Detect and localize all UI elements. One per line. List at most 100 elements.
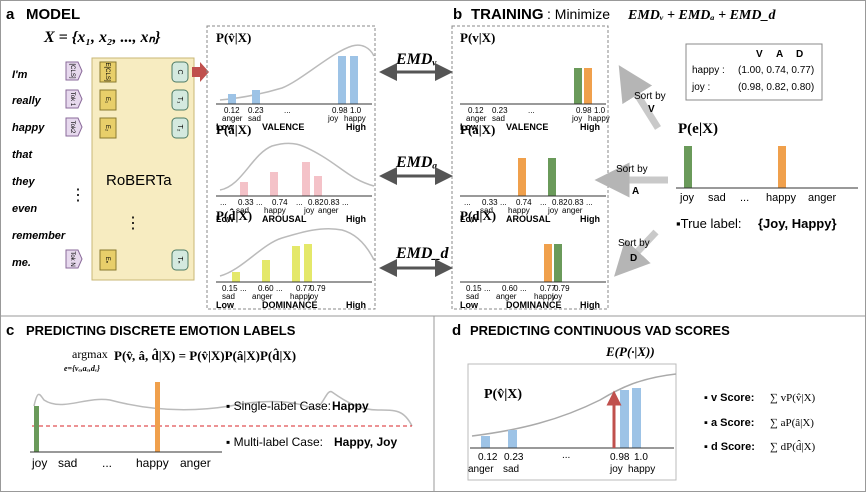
distribution-title: P(v|X): [460, 30, 495, 45]
true-label-prefix: ▪True label:: [676, 216, 742, 231]
pe-bar-happy: [778, 146, 786, 188]
model-dots: ⋮: [125, 215, 141, 232]
pe-category: happy: [766, 192, 796, 204]
axis-high-label: High: [580, 214, 600, 224]
axis-value: 0.12: [468, 106, 484, 115]
joint-category: ...: [102, 456, 112, 470]
joint-category: joy: [31, 456, 47, 470]
axis-category: happy: [344, 114, 366, 123]
multi-label-case-value: Happy, Joy: [334, 435, 397, 449]
axis-low-label: Low: [460, 300, 479, 310]
svg-text:Tok N: Tok N: [69, 251, 75, 266]
axis-category: joy: [571, 114, 582, 123]
axis-category: anger: [466, 114, 487, 123]
axis-category: joy: [307, 292, 318, 301]
input-set-equation: X = {x₁, x₂, ..., xₙ}: [43, 29, 161, 46]
axis-value: 0.15: [222, 284, 238, 293]
vad-row-label: joy :: [691, 82, 710, 93]
axis-category: happy: [264, 206, 286, 215]
predicted-distributions-box: [206, 25, 376, 310]
output-token: T₁: [171, 89, 189, 111]
embedding-tokens: E[CLS] E₁ E₂ Eₙ: [99, 61, 117, 271]
axis-low-label: Low: [460, 122, 479, 132]
axis-value: 0.79: [554, 284, 570, 293]
distribution-bar: [554, 244, 562, 282]
axis-category: anger: [222, 114, 243, 123]
axis-category: sad: [236, 206, 249, 215]
distribution-bar: [314, 176, 322, 196]
model-name: RoBERTa: [106, 172, 172, 189]
sort-by-v-arrow: Sort by V: [618, 65, 666, 130]
input-token: Tok 1: [65, 89, 83, 109]
distribution-bar: [232, 272, 240, 282]
vad-header-a: A: [776, 49, 783, 60]
svg-text:E[CLS]: E[CLS]: [104, 62, 110, 81]
axis-value: ...: [276, 284, 283, 293]
panel-d-title: PREDICTING CONTINUOUS VAD SCORES: [470, 323, 730, 338]
sort-by-a-arrow: Sort by A: [594, 162, 668, 198]
a-score-label: ▪ a Score:: [704, 417, 754, 429]
axis-value: ...: [528, 106, 535, 115]
vad-row-label: happy :: [692, 65, 725, 76]
vad-row-values: (1.00, 0.74, 0.77): [738, 65, 814, 76]
panel-a-title: MODEL: [26, 6, 80, 23]
joint-category: anger: [180, 456, 211, 470]
axis-value: ...: [520, 284, 527, 293]
emd-dominance: EMD_d: [379, 245, 453, 277]
axis-title: DOMINANCE: [262, 300, 318, 310]
input-dots: ⋮: [70, 187, 86, 204]
axis-title: VALENCE: [506, 122, 548, 132]
input-token: [CLS]: [65, 61, 83, 81]
axis-value: 0.82: [308, 198, 324, 207]
axis-value: 0.60: [258, 284, 274, 293]
single-label-case-prefix: ▪ Single-label Case:: [226, 399, 331, 413]
distribution-title: P(v̂|X): [216, 30, 251, 45]
input-token: Tok2: [65, 117, 83, 137]
distribution-bar: [350, 56, 358, 104]
vad-score-chart: [470, 373, 677, 449]
input-token: Tok N: [65, 249, 83, 269]
argmax-subscript: e={vₑ,aₑ,dₑ}: [64, 364, 100, 373]
axis-value: 0.15: [466, 284, 482, 293]
svg-text:Tₙ: Tₙ: [176, 256, 183, 263]
vad-bar-happy: [632, 388, 641, 448]
vad-bar-joy: [620, 390, 629, 448]
target-arousal-distribution: P(a|X)... 0.33... 0.74... 0.82 0.83 ...sad hap…: [460, 122, 606, 224]
v-score-label: ▪ v Score:: [704, 392, 754, 404]
panel-c-title: PREDICTING DISCRETE EMOTION LABELS: [26, 323, 296, 338]
joint-distribution-chart: [30, 382, 413, 453]
panel-d-letter: d: [452, 322, 461, 339]
axis-title: AROUSAL: [262, 214, 307, 224]
joint-category: happy: [136, 456, 169, 470]
axis-high-label: High: [346, 300, 366, 310]
vad-axis-category: anger: [468, 464, 494, 475]
axis-category: joy: [303, 206, 314, 215]
vad-axis-value: 1.0: [634, 452, 648, 463]
axis-category: happy: [290, 292, 312, 301]
embedding-token: E₂: [99, 117, 117, 139]
axis-category: sad: [466, 292, 479, 301]
joint-distribution-curve: [33, 390, 413, 427]
distribution-curve: [219, 142, 375, 191]
distribution-bar: [262, 260, 270, 282]
axis-value: 1.0: [350, 106, 362, 115]
axis-value: 0.79: [310, 284, 326, 293]
vad-score-chart-box: [467, 363, 677, 481]
single-label-case-value: Happy: [332, 399, 369, 413]
multi-label-case-prefix: ▪ Multi-label Case:: [226, 435, 323, 449]
axis-value: 0.33: [482, 198, 498, 207]
emotion-distribution-title: P(e|X): [678, 121, 718, 137]
distribution-bar: [240, 182, 248, 196]
distribution-bar: [292, 246, 300, 282]
svg-text:Tok2: Tok2: [69, 121, 75, 134]
distribution-bar: [548, 158, 556, 196]
axis-category: sad: [492, 114, 505, 123]
axis-value: ...: [540, 198, 547, 207]
axis-value: ...: [342, 198, 349, 207]
joint-probability-equation: P(v̂, â, d̂|X) = P(v̂|X)P(â|X)P(d̂|X): [114, 348, 296, 363]
vad-bar-sad: [508, 430, 517, 448]
emd-valence-label: EMDᵥ: [395, 51, 437, 68]
input-tokens: [CLS] Tok 1 Tok2 Tok N: [65, 61, 83, 269]
